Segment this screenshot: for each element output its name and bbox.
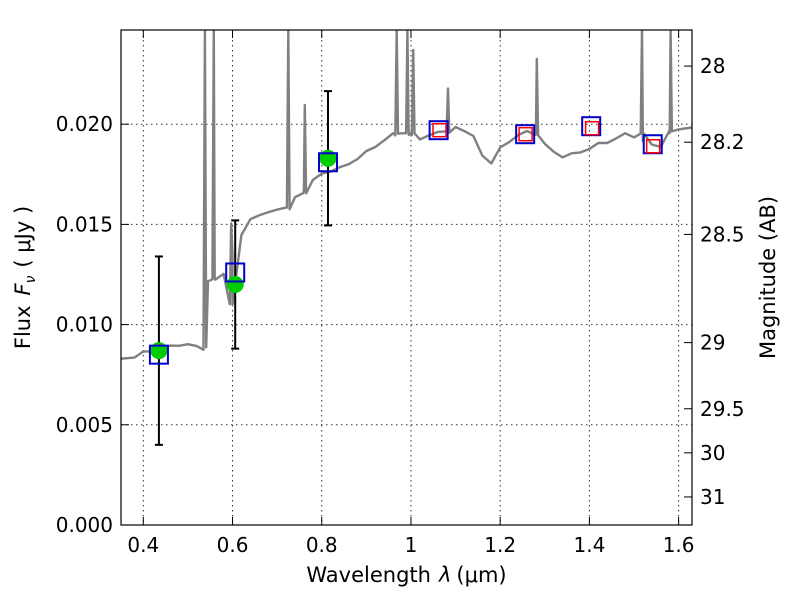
model-square [428, 120, 449, 141]
y-axis-symbol: F [11, 282, 35, 295]
y2-tick-label: 28.2 [700, 130, 745, 154]
y-tick-label: 0.015 [56, 212, 113, 236]
y2-tick-label: 29 [700, 331, 725, 355]
x-tick-label: 0.4 [127, 533, 159, 557]
y2-tick-label: 28.5 [700, 222, 745, 246]
upper-limit-square [584, 120, 600, 136]
model-square [148, 344, 169, 365]
spectrum-line [121, 30, 692, 360]
axis-ticks: 0.4 0.6 0.8 1 1.2 1.4 1.6 0.000 0.005 0.010 0.015 0… [56, 30, 745, 557]
model-square [317, 152, 338, 173]
y2-tick-label: 30 [700, 441, 725, 465]
x-axis-symbol: λ [438, 563, 451, 587]
x-tick-label: 1.4 [573, 533, 605, 557]
y-tick-label: 0.020 [56, 112, 113, 136]
x-axis-label-text: Wavelength [306, 563, 431, 587]
y-tick-label: 0.010 [56, 313, 113, 337]
x-tick-label: 1.6 [663, 533, 695, 557]
plot-frame [120, 29, 693, 526]
y2-tick-label: 29.5 [700, 397, 745, 421]
observed-points [150, 149, 337, 360]
upper-limit-square [518, 126, 533, 142]
secondary-y-axis-label: Magnitude (AB) [756, 196, 780, 359]
model-square [225, 262, 246, 283]
y-axis-label-text: Flux [11, 305, 35, 349]
model-photometry-markers [148, 116, 663, 365]
x-axis-unit: (μm) [456, 563, 506, 587]
model-square [515, 124, 536, 145]
upper-limit-square [432, 122, 447, 138]
upper-limit-square [645, 138, 661, 154]
y-axis-subscript: ν [23, 275, 39, 283]
y2-tick-label: 31 [700, 485, 725, 509]
upper-limit-markers [432, 120, 661, 154]
y-tick-label: 0.000 [56, 513, 113, 537]
x-axis-label: Wavelength λ (μm) [306, 563, 506, 587]
y2-tick-label: 28 [700, 54, 725, 78]
observed-point [226, 276, 244, 294]
template-spectrum [121, 30, 692, 360]
y-axis-unit: ( μJy ) [11, 206, 35, 268]
y-tick-label: 0.005 [56, 413, 113, 437]
x-tick-label: 0.6 [217, 533, 249, 557]
x-tick-label: 0.8 [306, 533, 338, 557]
x-tick-label: 1 [405, 533, 418, 557]
x-tick-label: 1.2 [484, 533, 516, 557]
y-axis-label: Flux Fν ( μJy ) [11, 206, 39, 349]
